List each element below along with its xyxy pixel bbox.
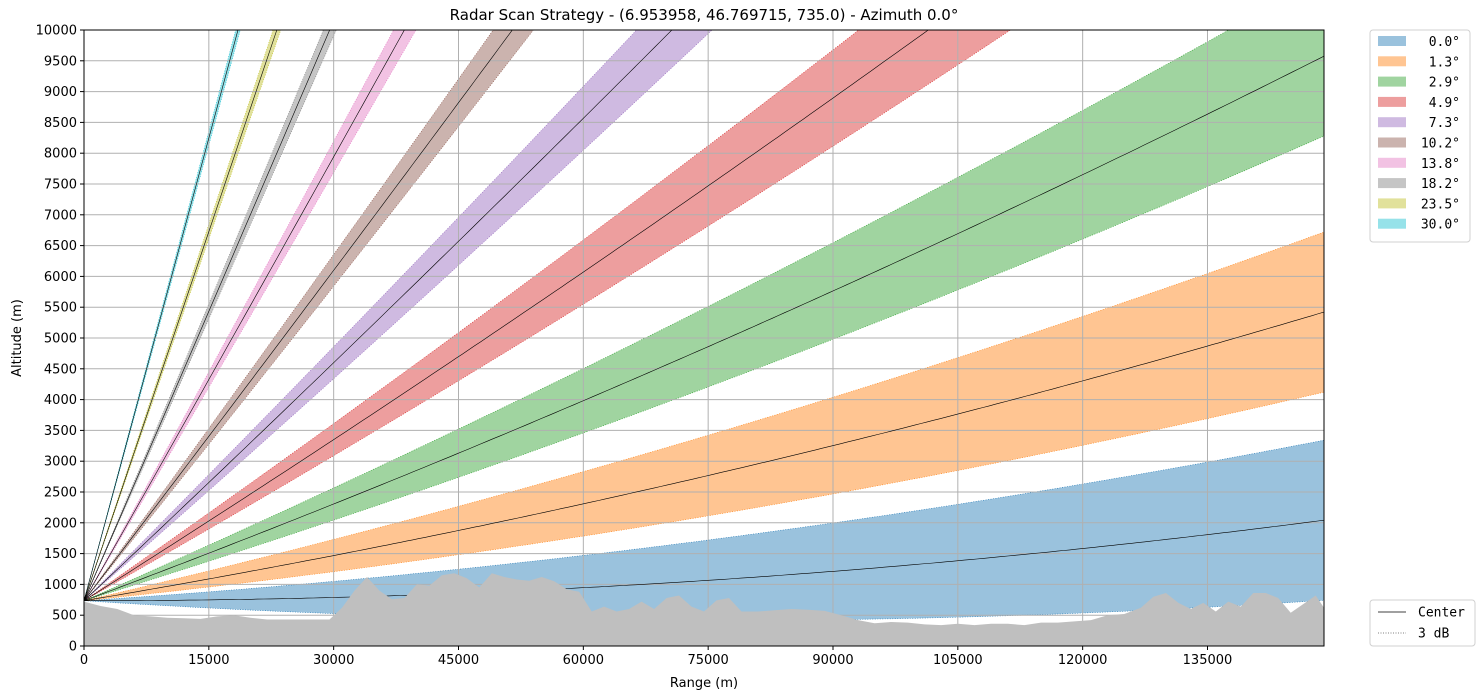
x-tick-label-7: 105000 [933, 653, 983, 668]
x-axis-ticks: 0 15000 30000 45000 60000 75000 90000 105000 120… [80, 646, 1232, 668]
legend-swatch-3 [1378, 96, 1406, 107]
y-tick-label-1: 500 [52, 609, 77, 624]
beam-3 [84, 30, 1011, 601]
legend-swatch-0 [1378, 36, 1406, 46]
line-legend-label-0: Center [1418, 606, 1465, 621]
y-tick-label-8: 4000 [44, 393, 77, 408]
x-tick-label-1: 15000 [188, 653, 229, 668]
y-tick-label-16: 8000 [44, 147, 77, 162]
y-tick-label-11: 5500 [44, 301, 77, 316]
y-tick-label-9: 4500 [44, 362, 77, 377]
beam-7 [84, 30, 337, 601]
x-tick-label-6: 90000 [812, 653, 853, 668]
beam-0 [84, 439, 1324, 621]
beam-1 [84, 231, 1324, 601]
chart-title: Radar Scan Strategy - (6.953958, 46.7697… [450, 6, 959, 24]
y-tick-label-2: 1000 [44, 578, 77, 593]
elevation-legend-frame [1369, 29, 1471, 243]
x-tick-label-8: 120000 [1058, 653, 1108, 668]
beam-center-lines [84, 30, 1324, 602]
beam-group [84, 30, 1324, 621]
y-tick-label-15: 7500 [44, 178, 77, 193]
legend-label-1: 1.3° [1429, 55, 1460, 70]
beam-center-7 [84, 30, 330, 601]
line-legend-label-1: 3 dB [1418, 627, 1449, 642]
legend-swatch-5 [1378, 137, 1406, 148]
legend-label-0: 0.0° [1429, 35, 1460, 50]
y-tick-label-18: 9000 [44, 85, 77, 100]
beam-center-4 [84, 30, 673, 601]
y-axis-ticks: 0 500 1000 1500 2000 2500 3000 3500 4000 4500 5000… [36, 24, 84, 655]
grid-lines [84, 30, 1324, 646]
x-tick-label-3: 45000 [438, 653, 479, 668]
line-style-legend-frame [1369, 599, 1476, 647]
line-style-legend: Center 3 dB [1369, 599, 1476, 647]
beam-center-6 [84, 30, 405, 601]
y-tick-label-0: 0 [69, 640, 77, 655]
legend-swatch-1 [1378, 56, 1406, 67]
y-tick-label-20: 10000 [36, 24, 77, 39]
beam-center-3 [84, 30, 929, 601]
x-tick-label-2: 30000 [313, 653, 354, 668]
x-tick-label-0: 0 [80, 653, 88, 668]
elevation-legend: 0.0° 1.3° 2.9° 4.9° 7.3° 10.2° 13.8° 18.2° 23.5°… [1369, 29, 1471, 243]
beam-6 [84, 30, 417, 601]
beam-center-1 [84, 311, 1324, 601]
beam-9 [84, 30, 241, 601]
legend-label-9: 30.0° [1421, 218, 1460, 233]
beam-5 [84, 30, 534, 601]
legend-swatch-8 [1378, 198, 1406, 209]
y-tick-label-12: 6000 [44, 270, 77, 285]
legend-swatch-4 [1378, 117, 1406, 128]
legend-label-5: 10.2° [1421, 137, 1460, 152]
x-tick-label-4: 60000 [563, 653, 604, 668]
beam-center-0 [84, 519, 1324, 602]
y-tick-label-5: 2500 [44, 486, 77, 501]
y-tick-label-6: 3000 [44, 455, 77, 470]
y-tick-label-3: 1500 [44, 547, 77, 562]
beam-center-2 [84, 55, 1324, 601]
legend-label-4: 7.3° [1429, 116, 1460, 131]
y-tick-label-19: 9500 [44, 54, 77, 69]
y-tick-label-10: 5000 [44, 332, 77, 347]
y-axis-label: Altitude (m) [10, 299, 25, 377]
y-tick-label-13: 6500 [44, 239, 77, 254]
beam-center-5 [84, 30, 513, 601]
legend-label-6: 13.8° [1421, 157, 1460, 172]
beam-2 [84, 30, 1324, 601]
x-tick-label-5: 75000 [687, 653, 728, 668]
y-tick-label-7: 3500 [44, 424, 77, 439]
legend-swatch-9 [1378, 218, 1406, 229]
legend-label-8: 23.5° [1421, 197, 1460, 212]
y-tick-label-14: 7000 [44, 208, 77, 223]
legend-label-2: 2.9° [1429, 76, 1460, 91]
x-axis-label: Range (m) [670, 676, 738, 691]
legend-swatch-2 [1378, 76, 1406, 87]
beam-8 [84, 30, 282, 601]
x-tick-label-9: 135000 [1183, 653, 1233, 668]
legend-swatch-6 [1378, 157, 1406, 168]
plot-area [84, 30, 1324, 646]
legend-label-7: 18.2° [1421, 177, 1460, 192]
legend-swatch-7 [1378, 178, 1406, 189]
y-tick-label-17: 8500 [44, 116, 77, 131]
beam-4 [84, 30, 713, 601]
terrain-profile [84, 573, 1324, 646]
legend-label-3: 4.9° [1429, 96, 1460, 111]
y-tick-label-4: 2000 [44, 516, 77, 531]
